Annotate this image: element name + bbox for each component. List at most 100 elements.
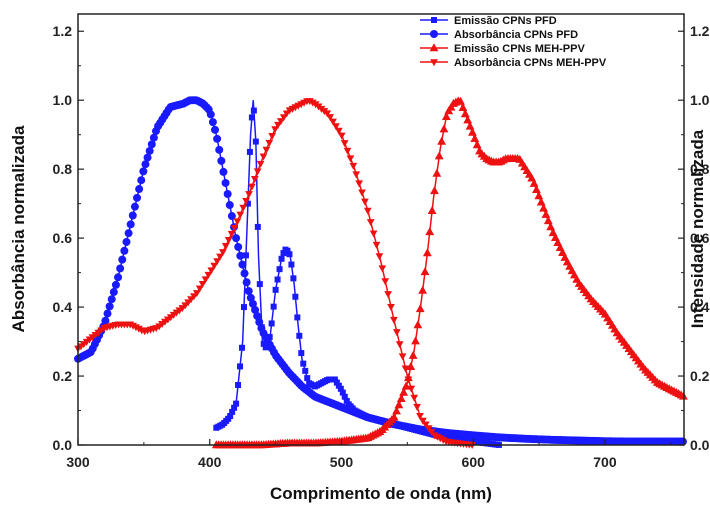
series-2-point <box>430 186 439 195</box>
series-2-point <box>536 197 546 206</box>
y-axis-title: Absorbância normalizada <box>9 125 28 332</box>
series-0-point <box>250 107 257 114</box>
series-0-point <box>341 393 348 400</box>
series-3-point <box>363 207 372 215</box>
series-3-point <box>358 189 366 197</box>
series-3-point <box>349 162 358 170</box>
plot-area <box>78 14 684 445</box>
series-3-point <box>413 403 421 411</box>
series-0-point <box>339 389 346 396</box>
series-2-point <box>434 151 444 160</box>
legend-label-2: Emissão CPNs MEH-PPV <box>454 43 585 55</box>
series-3-point <box>268 133 277 141</box>
series-0-point <box>333 379 340 386</box>
series-1-point <box>109 288 118 297</box>
series-2-point <box>472 140 482 149</box>
series-3-point <box>395 341 404 349</box>
series-0-point <box>337 385 344 392</box>
series-0-point <box>272 286 279 293</box>
series-3-point <box>361 198 369 206</box>
y2-tick-label-3: 0.6 <box>690 230 710 246</box>
series-2-point <box>460 109 470 118</box>
series-0-point <box>229 408 236 415</box>
series-1-point <box>221 178 230 187</box>
series-3-point <box>401 365 410 373</box>
y-tick-label-6: 1.2 <box>53 23 73 39</box>
legend: Emissão CPNs PFD Absorbância CPNs PFD Emis… <box>420 15 607 69</box>
series-3 <box>74 98 477 450</box>
y-tick-label-3: 0.6 <box>53 230 73 246</box>
series-1-point <box>219 167 228 176</box>
series-1-point <box>147 140 156 149</box>
series-3-point <box>201 276 210 284</box>
series-3-point <box>195 285 204 293</box>
series-3-point <box>253 168 262 176</box>
series-0-point <box>278 255 285 262</box>
series-3-point <box>239 204 248 212</box>
series-3-point <box>416 412 424 420</box>
series-0-point <box>304 375 311 382</box>
series-2-point <box>418 285 428 294</box>
series-2-point <box>408 350 418 359</box>
series-1-point <box>114 273 123 282</box>
series-2-point <box>411 336 420 345</box>
series-1-point <box>208 118 217 127</box>
ticks-layer: 300 400 500 600 700 0.0 0.0 0.2 0.2 0.4 0.4 0.6 0.6 0… <box>53 23 710 470</box>
series-3-point <box>404 376 413 384</box>
series-1-point <box>206 110 215 119</box>
series-2-point <box>422 248 432 257</box>
series-1-point <box>107 295 116 304</box>
series-3-point <box>198 280 207 288</box>
series-2-point <box>415 304 425 313</box>
series-1-point <box>248 299 257 308</box>
series-1-point <box>255 318 264 327</box>
series-0-point <box>252 138 259 145</box>
series-3-point <box>207 267 216 275</box>
series-0-point <box>233 400 240 407</box>
series-2-point <box>427 206 437 215</box>
series-1-point <box>242 278 251 287</box>
series-2-point <box>399 387 409 396</box>
legend-item-0: Emissão CPNs PFD <box>420 15 557 27</box>
y2-tick-label-2: 0.4 <box>690 299 710 315</box>
series-2-point <box>456 96 465 105</box>
series-3-point <box>216 253 224 261</box>
series-0-point <box>302 367 309 374</box>
series-1-point <box>139 167 148 176</box>
series-1-point <box>234 242 243 251</box>
series-0-point <box>335 382 342 389</box>
series-0-point <box>254 223 261 230</box>
series-1-point <box>128 211 137 220</box>
series-1-point <box>238 260 247 269</box>
series-1-point <box>211 125 220 134</box>
series-3-point <box>381 278 390 286</box>
series-3-point <box>262 146 271 154</box>
series-0-point <box>298 350 305 357</box>
y-tick-label-4: 0.8 <box>53 161 73 177</box>
series-1-point <box>225 201 234 210</box>
series-3-point <box>279 114 288 122</box>
series-1-point <box>145 146 154 155</box>
series-0-point <box>246 148 253 155</box>
y2-tick-label-5: 1.0 <box>690 92 710 108</box>
series-2-point <box>413 320 423 329</box>
series-1-point <box>215 145 224 154</box>
series-0-point <box>256 281 263 288</box>
legend-marker-0 <box>431 17 437 23</box>
legend-item-1: Absorbância CPNs PFD <box>420 29 578 41</box>
legend-marker-3 <box>430 59 438 67</box>
series-1-point <box>124 229 133 238</box>
series-3-point <box>372 241 381 249</box>
series-2-point <box>389 412 399 421</box>
series-2-point <box>463 115 473 124</box>
series-3-point <box>274 121 282 129</box>
series-0-point <box>266 333 273 340</box>
series-3-point <box>245 191 253 199</box>
series-3-point <box>378 265 387 273</box>
series-0-point <box>300 360 307 367</box>
series-2 <box>211 96 688 449</box>
series-0-point <box>242 252 249 259</box>
series-3-point <box>366 219 375 227</box>
x-tick-label-4: 700 <box>593 454 617 470</box>
